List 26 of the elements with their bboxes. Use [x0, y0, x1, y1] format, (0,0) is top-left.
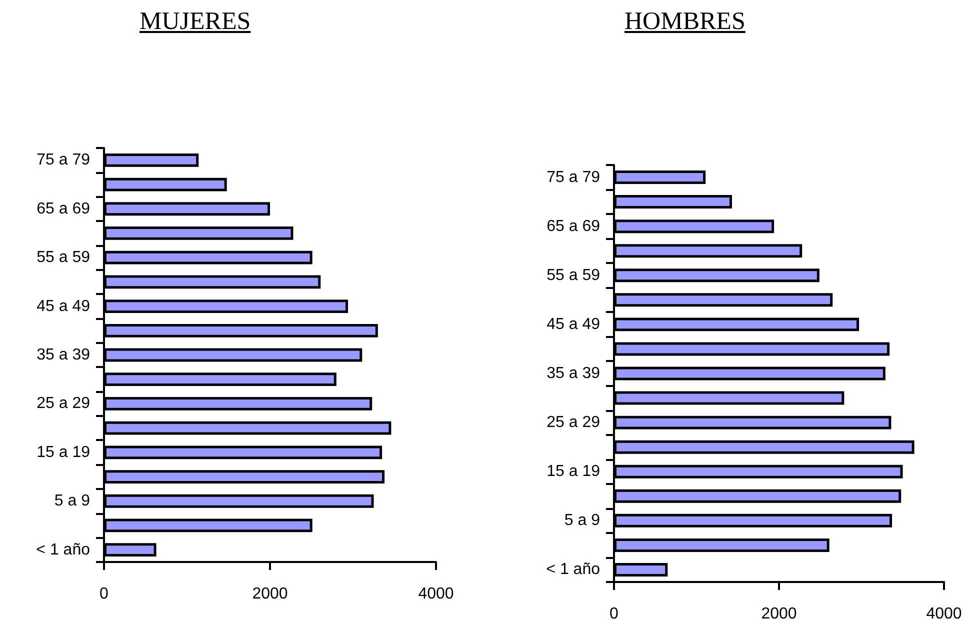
y-tick-label: 15 a 19 [546, 463, 600, 480]
y-tick-label: 55 a 59 [36, 249, 90, 266]
chart-title: HOMBRES [624, 8, 746, 36]
y-tick-label: < 1 año [546, 561, 600, 578]
x-tick-label: 0 [610, 606, 619, 622]
chart-title: MUJERES [140, 8, 251, 36]
y-tick-label: 15 a 19 [36, 444, 90, 461]
x-tick-label: 2000 [252, 586, 288, 602]
y-tick-label: 45 a 49 [546, 316, 600, 333]
y-tick-label: 65 a 69 [36, 200, 90, 218]
y-tick-label: 45 a 49 [36, 298, 90, 315]
y-tick-label: 55 a 59 [546, 266, 600, 284]
y-tick-label: 35 a 39 [546, 365, 600, 382]
y-tick-label: 5 a 9 [54, 492, 90, 510]
y-tick-label: < 1 año [36, 541, 90, 558]
x-tick-label: 4000 [926, 606, 962, 622]
y-tick-label: 65 a 69 [546, 218, 600, 235]
y-tick-label: 25 a 29 [36, 395, 90, 412]
x-tick-label: 4000 [418, 586, 454, 602]
y-tick-label: 5 a 9 [564, 512, 600, 530]
x-tick-label: 2000 [761, 606, 797, 622]
y-tick-label: 25 a 29 [546, 414, 600, 432]
y-tick-label: 75 a 79 [36, 152, 90, 169]
y-tick-label: 75 a 79 [546, 168, 600, 186]
y-tick-label: 35 a 39 [36, 346, 90, 364]
x-tick-label: 0 [100, 586, 109, 602]
